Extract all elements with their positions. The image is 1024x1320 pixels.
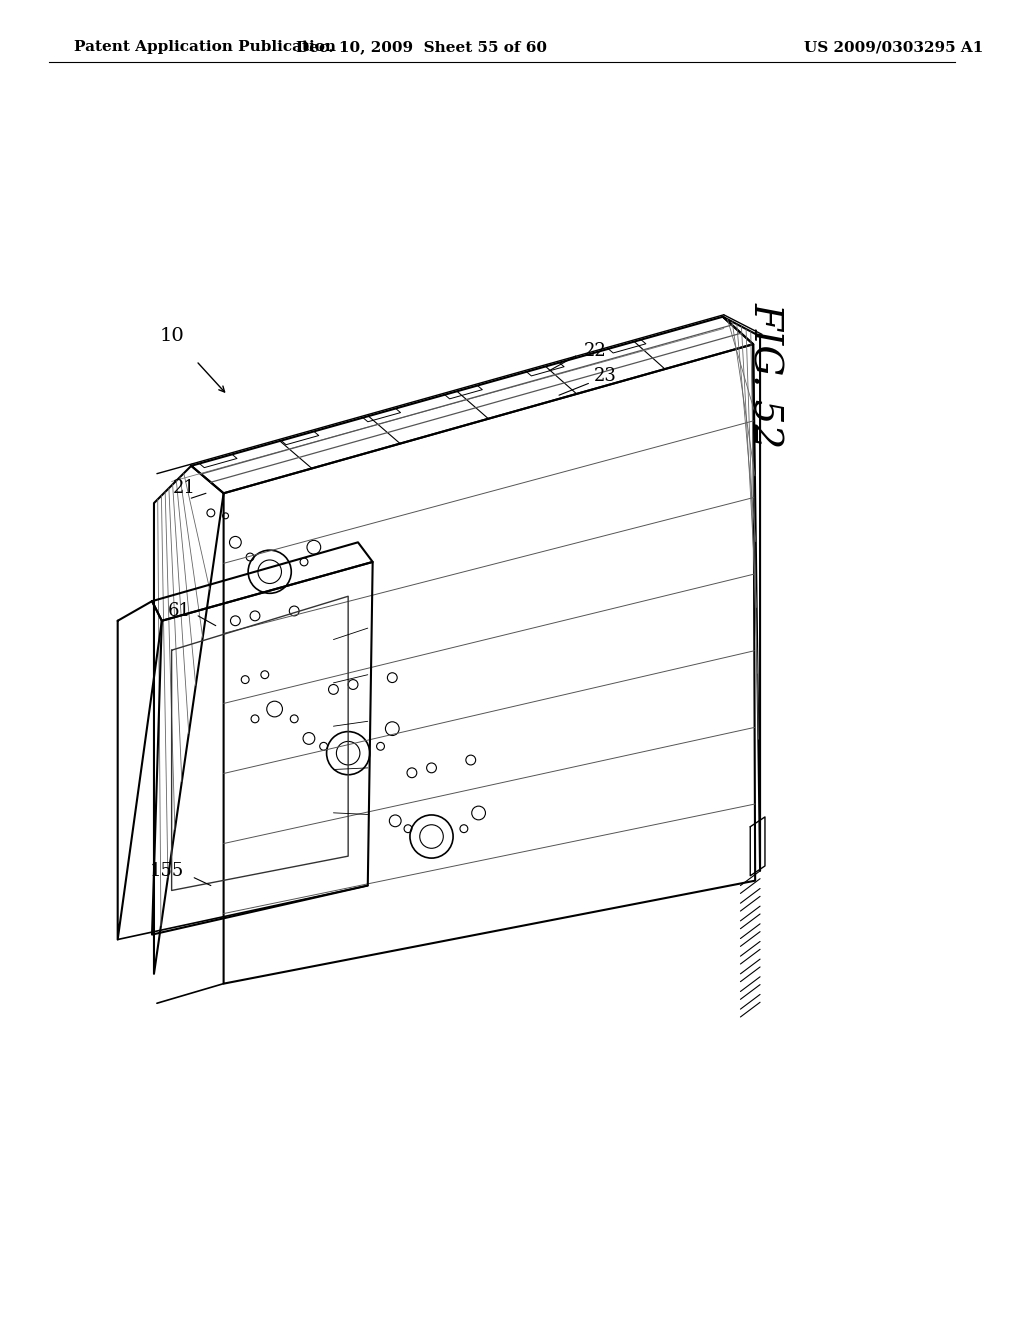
Text: US 2009/0303295 A1: US 2009/0303295 A1: [804, 40, 984, 54]
Text: 61: 61: [168, 602, 191, 620]
Text: 10: 10: [160, 327, 184, 346]
Text: Patent Application Publication: Patent Application Publication: [74, 40, 336, 54]
Text: 21: 21: [173, 479, 197, 498]
Text: Dec. 10, 2009  Sheet 55 of 60: Dec. 10, 2009 Sheet 55 of 60: [296, 40, 547, 54]
Text: FIG. 52: FIG. 52: [746, 302, 783, 449]
Text: 155: 155: [151, 862, 184, 880]
Text: 22: 22: [584, 342, 606, 360]
Text: 23: 23: [593, 367, 616, 384]
